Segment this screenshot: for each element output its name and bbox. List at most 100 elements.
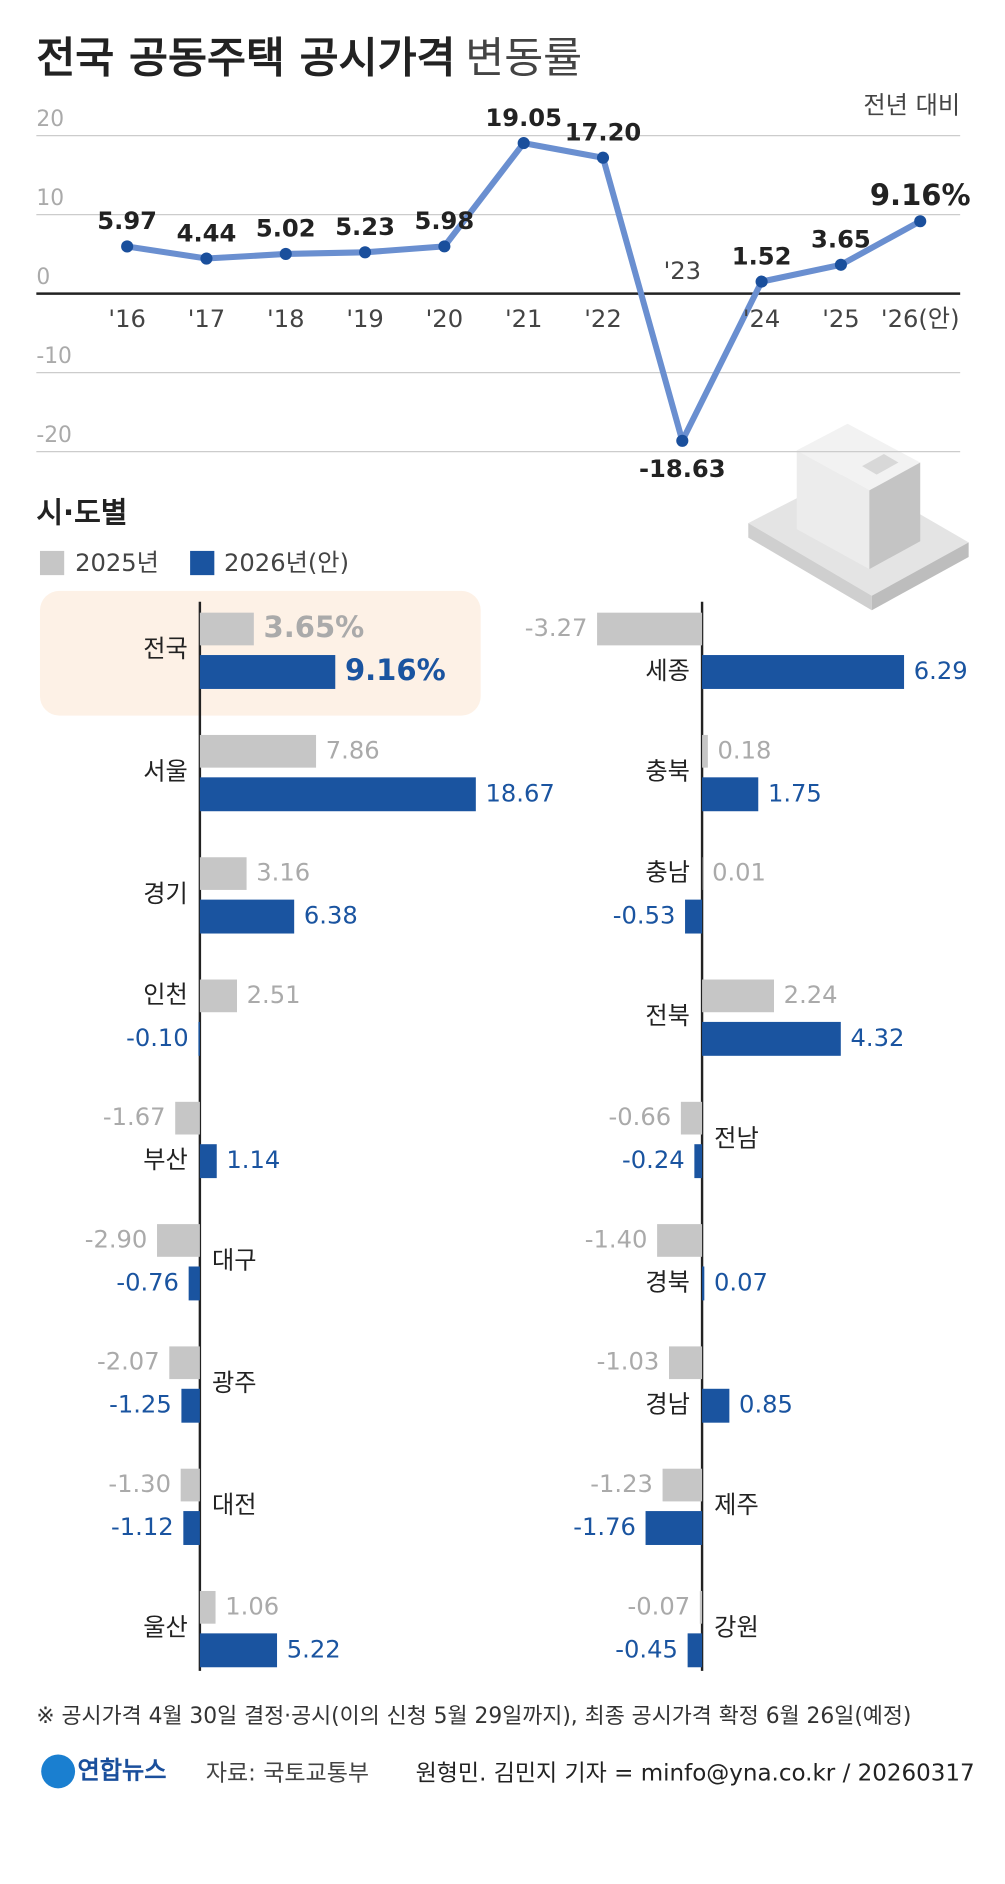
x-tick-label: '23: [664, 257, 701, 285]
value-label: -0.24: [622, 1146, 685, 1174]
category-label: 경북: [645, 1268, 690, 1296]
credit: 원형민. 김민지 기자 = minfo@yna.co.kr / 20260317: [416, 1760, 975, 1786]
category-label: 경기: [143, 880, 188, 908]
bar: [199, 1633, 278, 1668]
bar: [199, 777, 476, 812]
bar: [199, 655, 336, 689]
value-label: 17.20: [565, 119, 642, 147]
value-label: -1.25: [109, 1391, 172, 1419]
title-line: 전국 공동주택 공시가격 변동률: [36, 33, 582, 82]
legend-label: 2025년: [75, 549, 159, 577]
value-label: 2.51: [247, 981, 301, 1009]
value-label: -0.66: [609, 1103, 672, 1131]
category-label: 충북: [645, 757, 690, 785]
value-label: -1.40: [585, 1225, 648, 1253]
value-label: 5.97: [97, 207, 157, 235]
value-label: 6.38: [304, 902, 358, 930]
value-label: 4.44: [177, 219, 237, 247]
point: [200, 252, 213, 265]
bar: [668, 1346, 703, 1380]
highlight-box: [39, 590, 481, 716]
point: [914, 215, 927, 228]
category-label: 광주: [212, 1369, 257, 1397]
value-label: 5.98: [415, 207, 475, 235]
value-label: 3.65%: [264, 610, 365, 644]
category-label: 울산: [143, 1614, 188, 1642]
bar: [199, 1590, 216, 1624]
bar: [199, 979, 237, 1013]
x-tick-label: '16: [108, 305, 145, 333]
value-label: 0.01: [712, 859, 766, 887]
y-tick-label: -20: [36, 423, 72, 448]
bar: [702, 979, 775, 1013]
value-label: 1.75: [768, 779, 822, 807]
value-label: -2.07: [97, 1348, 160, 1376]
value-label: 18.67: [486, 779, 555, 807]
point: [121, 240, 134, 253]
bar: [702, 1266, 705, 1301]
footnote: ※ 공시가격 4월 30일 결정·공시(이의 신청 5월 29일까지), 최종 …: [36, 1704, 911, 1729]
x-tick-label: '22: [584, 305, 621, 333]
category-label: 서울: [143, 757, 188, 785]
section-title: 시·도별: [36, 496, 127, 530]
value-label: -18.63: [639, 455, 726, 483]
legend-swatch: [39, 550, 65, 576]
legend-swatch: [190, 550, 215, 576]
logo: 연합뉴스: [78, 1756, 167, 1784]
category-label: 대전: [212, 1491, 257, 1519]
bar: [188, 1266, 200, 1301]
value-label: -3.27: [525, 614, 588, 642]
value-label: 5.02: [256, 215, 316, 243]
value-label: 19.05: [485, 104, 562, 132]
point: [359, 246, 372, 259]
category-label: 세종: [645, 657, 690, 685]
point: [438, 240, 451, 253]
x-tick-label: '18: [267, 305, 304, 333]
category-label: 강원: [714, 1614, 759, 1642]
value-label: 3.65: [811, 226, 871, 254]
bar: [702, 655, 905, 689]
bar: [199, 1144, 217, 1179]
x-tick-label: '25: [822, 305, 859, 333]
line: [126, 140, 922, 444]
note: 전년 대비: [863, 92, 960, 120]
chart-subtitle: 변동률: [465, 33, 582, 82]
category-label: 전남: [714, 1124, 759, 1152]
bar: [180, 1468, 200, 1502]
value-label: -0.07: [628, 1592, 691, 1620]
bar: [702, 734, 708, 768]
y-tick-label: 0: [36, 265, 50, 290]
bar: [702, 777, 759, 812]
bar: [199, 612, 254, 646]
value-label: 0.07: [714, 1268, 768, 1296]
category-label: 부산: [143, 1146, 188, 1174]
value-label: 4.32: [850, 1024, 904, 1052]
point: [279, 247, 292, 261]
category-label: 전국: [143, 635, 188, 663]
source: 자료: 국토교통부: [206, 1760, 369, 1786]
value-label: -0.53: [613, 902, 676, 930]
value-label: -1.67: [103, 1103, 166, 1131]
value-label: 6.29: [914, 657, 968, 685]
category-label: 충남: [645, 859, 690, 887]
value-label: 0.85: [739, 1391, 793, 1419]
bar: [199, 857, 247, 890]
bar: [157, 1224, 200, 1257]
category-label: 대구: [212, 1247, 257, 1275]
x-tick-label: '21: [505, 305, 542, 333]
value-label: -0.45: [615, 1635, 678, 1663]
x-tick-label: '17: [188, 305, 225, 333]
value-label: -1.12: [111, 1513, 174, 1541]
value-label: 3.16: [256, 859, 310, 887]
x-tick-label: '19: [346, 305, 383, 333]
category-label: 경남: [645, 1391, 690, 1419]
bar: [181, 1388, 200, 1423]
value-label: 1.52: [732, 242, 792, 270]
point: [676, 434, 689, 447]
bar: [199, 899, 295, 934]
value-label: 5.22: [287, 1635, 341, 1663]
y-tick-label: -10: [36, 344, 72, 369]
point: [755, 275, 768, 288]
value-label: 0.18: [718, 736, 772, 764]
